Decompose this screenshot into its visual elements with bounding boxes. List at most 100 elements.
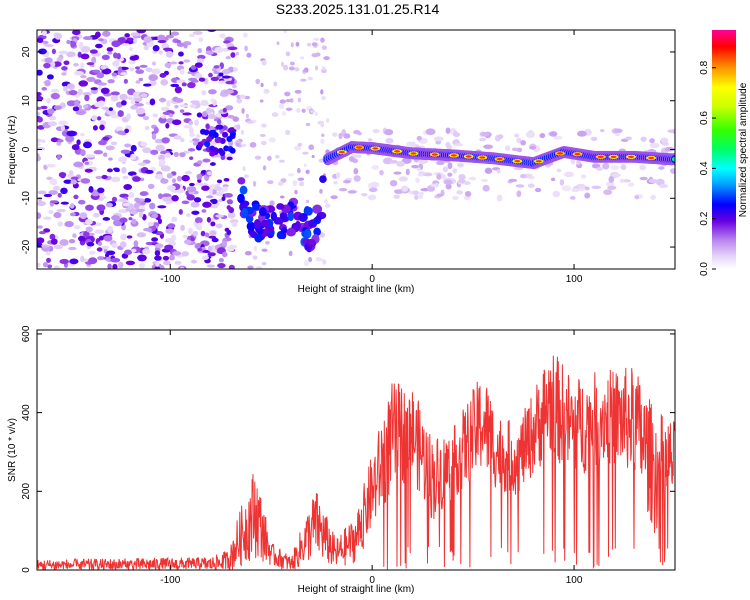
colorbar: 0.0 0.2 0.4 0.6 0.8 Normalized spectral ampl… [699,30,749,276]
spectrogram-cell [160,115,167,119]
spectrogram-cell [111,40,121,48]
spectrogram-cell [667,129,675,133]
spectrogram-cell [176,79,186,84]
spectrogram-cell [96,247,103,252]
spectrogram-cell [590,136,598,141]
spectrogram-cell [74,99,80,107]
spectrogram-cell [124,249,133,255]
spectrogram-cell [174,260,182,265]
spectrogram-cell [37,138,43,143]
spectrogram-cell [294,89,302,94]
spectrogram-cell [93,150,103,155]
spectrogram-cell [564,171,574,178]
spectrogram-cell [307,42,312,47]
spectrogram-cell [179,266,185,269]
spectrogram-cell [110,95,119,102]
spectrogram-cell [63,60,70,66]
spectrogram-cell [99,120,107,126]
spectrogram-cell [367,194,377,201]
x-tick-label: 0 [369,575,375,586]
spectrogram-cell [288,250,293,256]
spectrogram-cell [170,83,180,88]
spectrogram-cell [221,196,226,202]
spectrogram-cell [83,139,92,143]
spectrogram-cell [101,245,110,250]
y-tick-label: 20 [21,46,32,58]
spectrogram-cell [442,166,449,173]
spectrogram-cell [37,212,42,220]
spectrogram-cell [319,188,323,194]
spectrogram-cell [205,50,214,55]
spectrogram-cell [51,48,56,55]
spectrogram-cell [241,207,248,218]
spectrogram-cell [205,107,212,114]
spectrogram-cell [139,191,148,196]
spectrogram-cell [222,107,227,113]
spectrogram-cell [260,82,264,88]
spectrogram-cell [625,136,632,141]
spectrogram-cell [143,45,150,51]
spectrogram-cell [454,143,464,147]
spectrogram-cell [135,66,140,70]
spectrogram-cell [302,151,309,155]
spectrogram-cell [192,31,203,35]
snr-frame [36,329,676,571]
spectrogram-cell [229,133,236,140]
spectrogram-cell [452,195,459,201]
spectrogram-cell [37,69,43,76]
spectrogram-cell [215,191,225,197]
spectrogram-cell [170,31,180,36]
spectrogram-cell [172,119,182,126]
spectrogram-cell [242,32,248,38]
spectrogram-cell [166,185,176,191]
spectrogram-cell [37,142,41,147]
spectrogram-cell [130,32,141,37]
spectrogram-cell [190,100,200,104]
spectrogram-cell [669,168,675,174]
spectrogram-cell [84,168,93,173]
spectrogram-cell [74,71,84,76]
spectrogram-cell [85,226,93,233]
spectrogram-cell [225,105,234,111]
spectrogram-cell [108,107,114,112]
spectrogram-cell [83,230,90,238]
spectrogram-cell [222,184,229,188]
spectrogram-cell [139,177,145,182]
spectrogram-cell [46,257,51,263]
spectrogram-cell [41,244,50,248]
spectrogram-cell [255,78,261,85]
spectrogram-cell [191,210,200,215]
spectrogram-cell [123,183,133,191]
spectrogram-cell [222,68,230,75]
spectrogram-cell [102,217,111,221]
spectrogram-cell [246,52,252,58]
spectrogram-cell [52,185,61,191]
spectrogram-cell [299,56,305,60]
spectrogram-cell [322,259,327,265]
spectrogram-cell [110,141,118,146]
spectrogram-cell [389,179,398,187]
spectrogram-cell [356,146,363,149]
spectrogram-cell [158,50,163,55]
spectrogram-cell [577,130,587,137]
spectrogram-cell [48,190,59,195]
spectrogram-cell [325,118,330,123]
spectrogram-cell [210,221,216,227]
spectrogram-cell [525,131,535,139]
spectrogram-cell [353,175,361,182]
spectrogram-cell [142,248,151,255]
spectrogram-cell [73,161,84,168]
spectrogram-cell [179,68,185,75]
spectrogram-cell [209,230,217,236]
spectrogram-cell [78,235,86,242]
spectrogram-cell [396,161,405,167]
spectrogram-cell [75,110,86,116]
spectrogram-cell [72,106,80,112]
spectrogram-cell [96,116,102,121]
spectrogram-cell [447,162,453,170]
spectrogram-y-axis-title: Frequency (Hz) [7,116,18,185]
spectrogram-cell [279,212,288,220]
spectrogram-cell [153,126,159,134]
spectrogram-cell [446,144,452,150]
spectrogram-cell [154,138,164,144]
